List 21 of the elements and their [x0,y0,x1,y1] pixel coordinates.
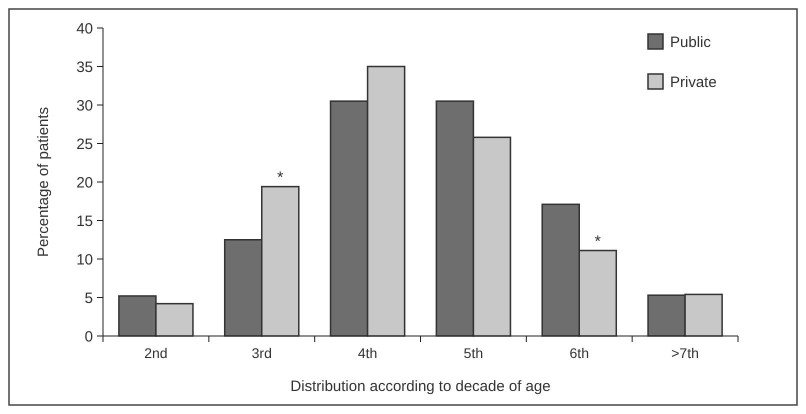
x-tick-label: 3rd [252,345,272,361]
x-tick-label: 5th [464,345,484,361]
y-tick-label: 5 [84,290,93,307]
x-axis-title: Distribution according to decade of age [290,378,551,395]
y-tick-label: 30 [76,97,93,114]
annotation: * [277,170,284,187]
y-tick-label: 20 [76,174,93,192]
x-tick-label: 6th [570,345,589,361]
x-tick-label: >7th [671,345,699,361]
y-tick-label: 15 [76,212,93,230]
annotation: * [594,234,601,251]
y-tick-label: 40 [76,20,93,38]
x-tick-label: 4th [358,345,378,361]
y-axis-title: Percentage of patients [35,106,52,258]
y-tick-label: 0 [84,328,93,346]
y-tick-label: 35 [76,58,93,76]
x-tick-label: 2nd [144,345,168,361]
legend-label: Private [670,74,717,91]
y-tick-label: 25 [76,136,93,153]
legend-label: Public [670,34,712,51]
y-tick-label: 10 [76,251,93,268]
